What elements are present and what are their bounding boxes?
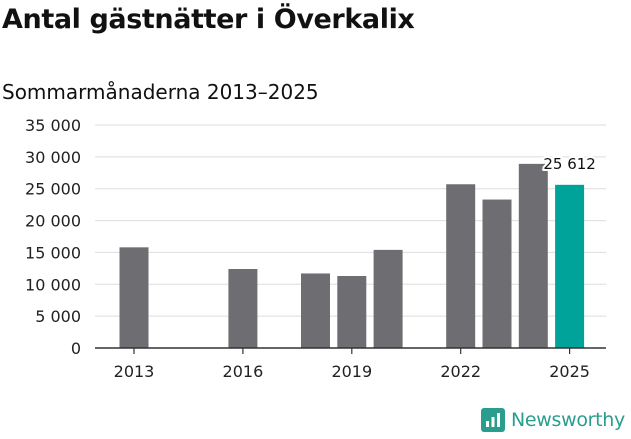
y-tick-label: 35 000 [25,116,81,135]
bar-2024 [518,163,548,348]
y-tick-label: 30 000 [25,148,81,167]
bar-2013 [119,247,149,348]
x-tick-label: 2019 [331,362,372,381]
bar-2020 [373,249,403,348]
bar-chart-logo-icon [480,408,505,432]
y-tick-label: 15 000 [25,243,81,262]
bar-2023 [482,199,512,348]
x-tick-label: 2016 [223,362,264,381]
x-tick-label: 2025 [549,362,590,381]
data-label-2025: 25 612 [543,155,596,173]
bar-2019 [337,276,367,348]
y-tick-label: 5 000 [35,307,81,326]
x-tick-label: 2022 [440,362,481,381]
y-tick-label: 25 000 [25,180,81,199]
bar-2025 [555,184,585,348]
y-tick-label: 0 [71,339,81,358]
brand-logo: Newsworthy [480,408,625,432]
annotations: 25 612 [541,153,598,175]
chart-subtitle: Sommarmånaderna 2013–2025 [2,80,319,104]
y-tick-label: 20 000 [25,212,81,231]
brand-name: Newsworthy [510,409,625,431]
bar-2022 [446,184,476,348]
y-tick-label: 10 000 [25,275,81,294]
x-tick-label: 2013 [114,362,155,381]
bar-chart: 0 5 000 10 000 15 000 20 000 25 000 30 000 35 0… [25,116,606,381]
bars [119,163,585,348]
chart-title: Antal gästnätter i Överkalix [2,4,415,35]
bar-2018 [301,273,330,348]
y-axis-ticks: 0 5 000 10 000 15 000 20 000 25 000 30 000 35 0… [25,116,81,358]
x-axis: 2013 2016 2019 2022 2025 [95,347,606,381]
bar-2016 [228,268,258,348]
